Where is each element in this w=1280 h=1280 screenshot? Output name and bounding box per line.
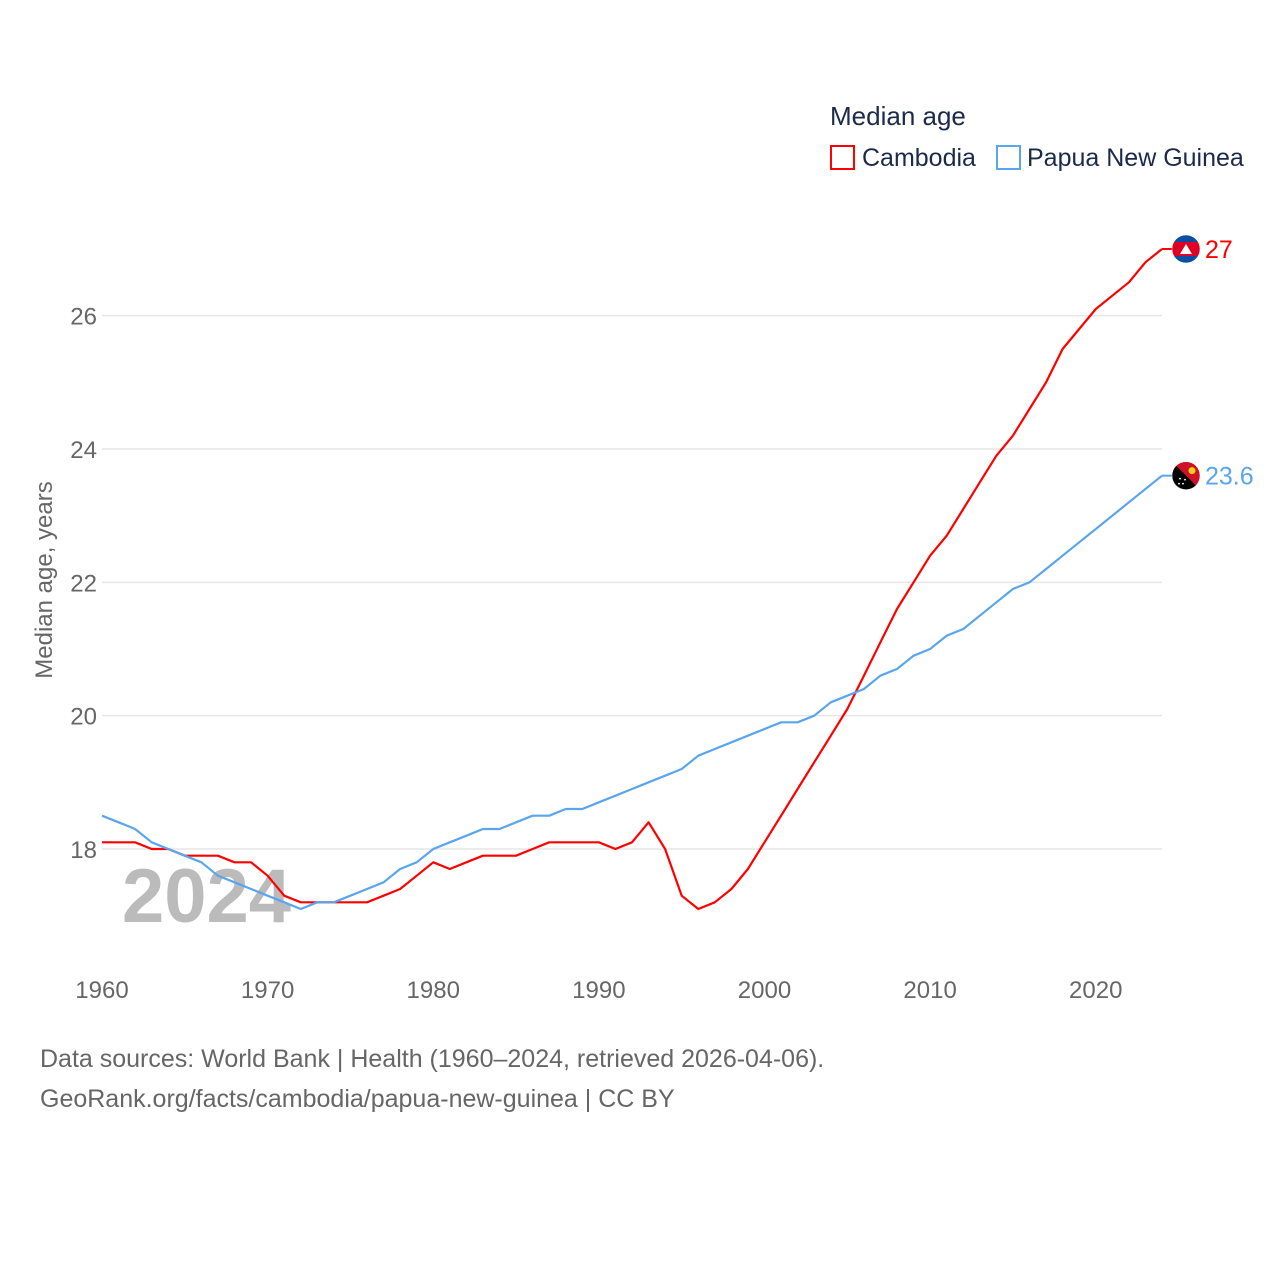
flag-temple [1180,243,1192,254]
legend-label: Cambodia [862,144,976,172]
x-tick-label: 2000 [738,977,791,1004]
y-tick-label: 18 [70,837,97,864]
flag-border [1171,234,1201,264]
papua-new-guinea-flag-icon [1171,461,1201,490]
legend-item-papua-new-guinea[interactable]: Papua New Guinea [996,144,1244,172]
legend-swatch [996,145,1021,170]
series-line-cambodia[interactable] [102,248,1163,911]
end-value-label: 27 [1205,236,1233,264]
flag-bird [1188,467,1196,475]
flag-star [1178,482,1180,485]
series-line-papua-new-guinea[interactable] [101,474,1163,911]
y-axis-label: Median age, years [31,481,58,678]
flag-star [1184,478,1186,481]
end-value-label: 23.6 [1205,463,1254,491]
footer-sources: Data sources: World Bank | Health (1960–… [40,1045,825,1073]
flag-border [1171,461,1201,490]
x-tick-label: 2020 [1069,977,1122,1004]
flag-star [1179,477,1181,480]
legend-item-cambodia[interactable]: Cambodia [830,144,976,172]
x-tick-label: 1970 [241,977,294,1004]
flag-star [1182,482,1184,485]
cambodia-flag-icon [1171,234,1201,264]
legend-title: Median age [830,101,966,131]
x-tick-label: 2010 [903,977,956,1004]
year-watermark: 2024 [122,854,291,939]
y-tick-label: 20 [70,704,97,731]
legend-swatch [830,145,855,170]
y-tick-label: 26 [70,304,97,331]
x-tick-label: 1960 [75,977,128,1004]
legend-label: Papua New Guinea [1027,144,1244,172]
y-tick-label: 22 [70,570,97,597]
x-tick-label: 1990 [572,977,625,1004]
y-tick-label: 24 [70,437,97,464]
footer-link[interactable]: GeoRank.org/facts/cambodia/papua-new-gui… [40,1085,675,1113]
x-tick-label: 1980 [407,977,460,1004]
